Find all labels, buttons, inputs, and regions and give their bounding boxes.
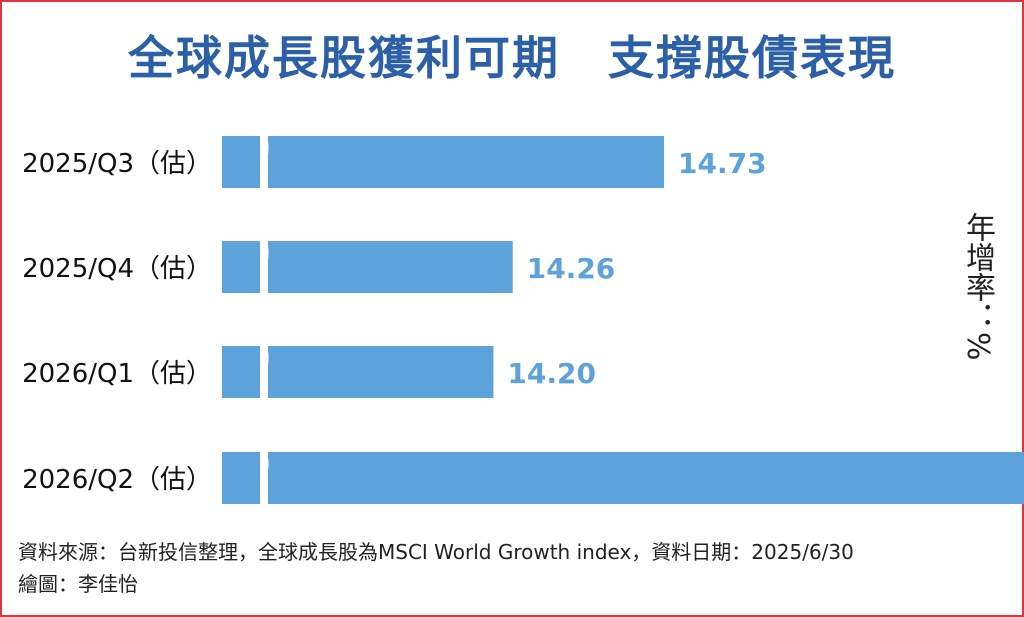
chart-title: 全球成長股獲利可期 支撐股債表現 bbox=[128, 31, 896, 85]
category-label: 2026/Q2（估） bbox=[22, 465, 212, 495]
axis-break-mark bbox=[261, 136, 269, 188]
axis-break-mark bbox=[261, 241, 269, 293]
category-label: 2025/Q3（估） bbox=[22, 149, 212, 179]
axis-break-mark bbox=[261, 346, 269, 398]
value-label: 14.73 bbox=[678, 147, 767, 180]
bar bbox=[268, 241, 513, 293]
bar bbox=[268, 136, 665, 188]
bar-stub bbox=[222, 346, 260, 398]
bar bbox=[268, 346, 494, 398]
footer: 資料來源：台新投信整理，全球成長股為MSCI World Growth inde… bbox=[18, 536, 854, 600]
bar-stub bbox=[222, 241, 260, 293]
y-axis-unit-label: 年增率：% bbox=[960, 212, 995, 361]
bar-stub bbox=[222, 452, 260, 504]
category-label: 2025/Q4（估） bbox=[22, 254, 212, 284]
axis-break-mark bbox=[261, 452, 269, 504]
bar bbox=[268, 452, 1024, 504]
value-label: 14.20 bbox=[507, 357, 596, 390]
source-note: 資料來源：台新投信整理，全球成長股為MSCI World Growth inde… bbox=[18, 540, 854, 564]
credit-note: 繪圖：李佳怡 bbox=[18, 572, 138, 596]
bar-stub bbox=[222, 136, 260, 188]
category-label: 2026/Q1（估） bbox=[22, 359, 212, 389]
value-label: 14.26 bbox=[527, 252, 616, 285]
